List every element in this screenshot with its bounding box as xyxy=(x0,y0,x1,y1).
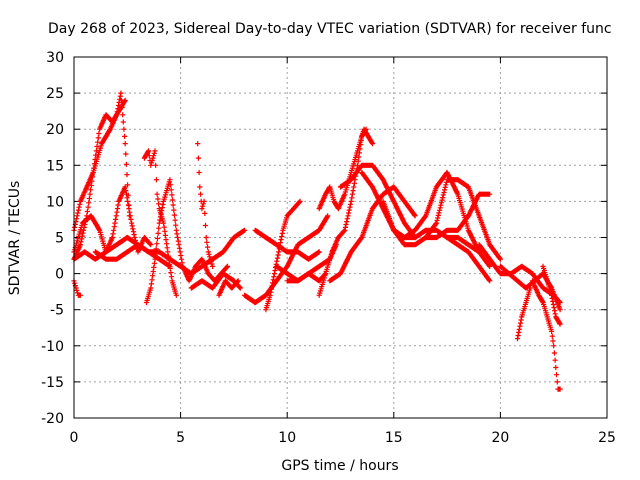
x-tick-label: 25 xyxy=(598,430,616,446)
sat-trace-9 xyxy=(195,141,216,269)
y-tick-label: 25 xyxy=(46,86,64,102)
y-tick-label: 20 xyxy=(46,122,64,138)
x-tick-label: 20 xyxy=(491,430,509,446)
x-tick-label: 0 xyxy=(70,430,79,446)
sat-trace-6 xyxy=(92,242,173,269)
plot-frame xyxy=(73,56,608,419)
sat-trace-29 xyxy=(529,278,563,392)
data-point-markers xyxy=(540,263,563,327)
sat-trace-7 xyxy=(141,148,179,298)
data-point-markers xyxy=(380,191,493,248)
y-tick-label: -10 xyxy=(41,339,64,355)
data-point-markers xyxy=(263,198,303,313)
data-layer xyxy=(71,90,563,392)
sat-trace-25 xyxy=(444,234,493,284)
y-axis-label: SDTVAR / TECUs xyxy=(7,181,23,296)
sat-trace-14 xyxy=(263,198,303,313)
tick-layer: 0 5 10 15 20 25 -20 -15 -10 -5 0 5 10 15 20 25 30 xyxy=(41,50,616,446)
data-point-markers xyxy=(71,278,83,298)
sat-trace-30 xyxy=(540,263,563,327)
sat-trace-20 xyxy=(337,162,418,241)
y-tick-label: 30 xyxy=(46,50,64,66)
data-point-markers xyxy=(195,141,216,269)
sat-trace-13 xyxy=(252,227,322,262)
data-point-markers xyxy=(92,242,173,269)
data-point-markers xyxy=(242,213,331,306)
sat-trace-18 xyxy=(316,126,376,212)
data-point-markers xyxy=(316,126,376,212)
x-tick-label: 10 xyxy=(278,430,296,446)
data-point-markers xyxy=(529,278,563,392)
sat-trace-28 xyxy=(514,285,533,342)
data-point-markers xyxy=(141,148,179,298)
x-tick-label: 15 xyxy=(385,430,403,446)
x-axis-label: GPS time / hours xyxy=(281,458,398,474)
y-tick-label: 15 xyxy=(46,158,64,174)
data-point-markers xyxy=(337,162,418,241)
y-tick-label: 5 xyxy=(55,231,64,247)
sat-trace-24 xyxy=(423,177,503,262)
sat-trace-11 xyxy=(216,278,241,298)
x-tick-label: 5 xyxy=(176,430,185,446)
chart-title: Day 268 of 2023, Sidereal Day-to-day VTE… xyxy=(48,21,612,37)
data-point-markers xyxy=(423,177,503,262)
y-tick-label: -5 xyxy=(50,303,64,319)
data-point-markers xyxy=(444,234,493,284)
data-point-markers xyxy=(216,278,241,298)
sat-trace-22 xyxy=(380,191,493,248)
y-tick-label: -20 xyxy=(41,411,64,427)
data-point-markers xyxy=(514,285,533,342)
y-tick-label: 10 xyxy=(46,194,64,210)
sat-trace-5 xyxy=(71,278,83,298)
y-tick-label: -15 xyxy=(41,375,64,391)
data-point-markers xyxy=(252,227,322,262)
sat-trace-12 xyxy=(242,213,331,306)
y-tick-label: 0 xyxy=(55,267,64,283)
